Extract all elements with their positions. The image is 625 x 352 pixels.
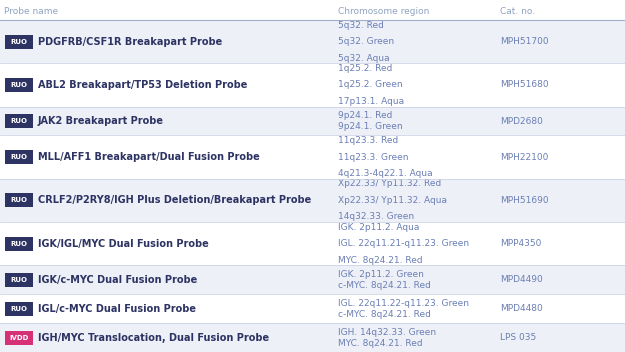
Text: IGK. 2p11.2. Aqua: IGK. 2p11.2. Aqua (338, 223, 419, 232)
Text: Xp22.33/ Yp11.32. Red: Xp22.33/ Yp11.32. Red (338, 180, 441, 188)
Text: IGH/MYC Translocation, Dual Fusion Probe: IGH/MYC Translocation, Dual Fusion Probe (38, 333, 269, 342)
Text: RUO: RUO (11, 154, 27, 160)
Text: MPH51690: MPH51690 (500, 196, 549, 205)
Text: 5q32. Red: 5q32. Red (338, 21, 384, 30)
Text: 5q32. Green: 5q32. Green (338, 37, 394, 46)
Bar (0, 107, 625, 136)
Bar (5, 237, 33, 251)
Text: CRLF2/P2RY8/IGH Plus Deletion/Breakapart Probe: CRLF2/P2RY8/IGH Plus Deletion/Breakapart… (38, 195, 311, 206)
Text: RUO: RUO (11, 306, 27, 312)
Text: 14q32.33. Green: 14q32.33. Green (338, 212, 414, 221)
Bar (5, 273, 33, 287)
Text: 11q23.3. Red: 11q23.3. Red (338, 136, 398, 145)
Text: RUO: RUO (11, 197, 27, 203)
Text: IGL. 22q11.22-q11.23. Green: IGL. 22q11.22-q11.23. Green (338, 299, 469, 308)
Bar (0, 222, 625, 265)
Bar (0, 136, 625, 179)
Text: MYC. 8q24.21. Red: MYC. 8q24.21. Red (338, 256, 422, 265)
Text: 9p24.1. Green: 9p24.1. Green (338, 122, 402, 131)
Text: RUO: RUO (11, 241, 27, 247)
Bar (5, 150, 33, 164)
Text: 5q32. Aqua: 5q32. Aqua (338, 54, 389, 63)
Text: 9p24.1. Red: 9p24.1. Red (338, 111, 392, 120)
Text: 4q21.3-4q22.1. Aqua: 4q21.3-4q22.1. Aqua (338, 169, 432, 178)
Bar (0, 0, 625, 20)
Bar (5, 78, 33, 92)
Text: 1q25.2. Green: 1q25.2. Green (338, 81, 402, 89)
Text: IGL. 22q11.21-q11.23. Green: IGL. 22q11.21-q11.23. Green (338, 239, 469, 248)
Text: RUO: RUO (11, 39, 27, 45)
Text: IGL/c-MYC Dual Fusion Probe: IGL/c-MYC Dual Fusion Probe (38, 304, 196, 314)
Text: IGK. 2p11.2. Green: IGK. 2p11.2. Green (338, 270, 424, 279)
Bar (0, 323, 625, 352)
Bar (5, 194, 33, 207)
Text: MPH51700: MPH51700 (500, 37, 549, 46)
Text: Cat. no.: Cat. no. (500, 6, 535, 15)
Text: MPD4490: MPD4490 (500, 275, 542, 284)
Text: PDGFRB/CSF1R Breakapart Probe: PDGFRB/CSF1R Breakapart Probe (38, 37, 222, 47)
Text: MPP4350: MPP4350 (500, 239, 541, 248)
Bar (5, 114, 33, 128)
Text: Chromosome region: Chromosome region (338, 6, 429, 15)
Bar (0, 179, 625, 222)
Text: LPS 035: LPS 035 (500, 333, 536, 342)
Text: MPD4480: MPD4480 (500, 304, 542, 313)
Text: MPD2680: MPD2680 (500, 117, 543, 126)
Text: MPH51680: MPH51680 (500, 81, 549, 89)
Text: RUO: RUO (11, 277, 27, 283)
Text: RUO: RUO (11, 118, 27, 124)
Bar (0, 265, 625, 294)
Text: JAK2 Breakapart Probe: JAK2 Breakapart Probe (38, 116, 164, 126)
Text: MPH22100: MPH22100 (500, 153, 548, 162)
Text: Probe name: Probe name (4, 6, 58, 15)
Bar (5, 331, 33, 345)
Text: ABL2 Breakapart/TP53 Deletion Probe: ABL2 Breakapart/TP53 Deletion Probe (38, 80, 248, 90)
Text: IGK/IGL/MYC Dual Fusion Probe: IGK/IGL/MYC Dual Fusion Probe (38, 239, 209, 249)
Bar (0, 20, 625, 63)
Text: IVDD: IVDD (9, 334, 29, 341)
Text: RUO: RUO (11, 82, 27, 88)
Text: c-MYC. 8q24.21. Red: c-MYC. 8q24.21. Red (338, 310, 431, 319)
Text: MLL/AFF1 Breakapart/Dual Fusion Probe: MLL/AFF1 Breakapart/Dual Fusion Probe (38, 152, 260, 162)
Bar (5, 34, 33, 49)
Bar (0, 294, 625, 323)
Text: IGK/c-MYC Dual Fusion Probe: IGK/c-MYC Dual Fusion Probe (38, 275, 198, 285)
Text: Xp22.33/ Yp11.32. Aqua: Xp22.33/ Yp11.32. Aqua (338, 196, 447, 205)
Text: 11q23.3. Green: 11q23.3. Green (338, 153, 409, 162)
Text: c-MYC. 8q24.21. Red: c-MYC. 8q24.21. Red (338, 281, 431, 290)
Bar (0, 63, 625, 107)
Text: MYC. 8q24.21. Red: MYC. 8q24.21. Red (338, 339, 422, 347)
Text: 17p13.1. Aqua: 17p13.1. Aqua (338, 97, 404, 106)
Text: 1q25.2. Red: 1q25.2. Red (338, 64, 392, 73)
Text: IGH. 14q32.33. Green: IGH. 14q32.33. Green (338, 328, 436, 337)
Bar (5, 302, 33, 316)
